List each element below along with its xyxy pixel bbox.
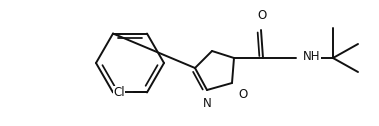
Text: Cl: Cl <box>113 86 125 99</box>
Text: O: O <box>257 9 266 22</box>
Text: NH: NH <box>303 51 321 64</box>
Text: N: N <box>203 97 211 110</box>
Text: O: O <box>238 88 247 101</box>
